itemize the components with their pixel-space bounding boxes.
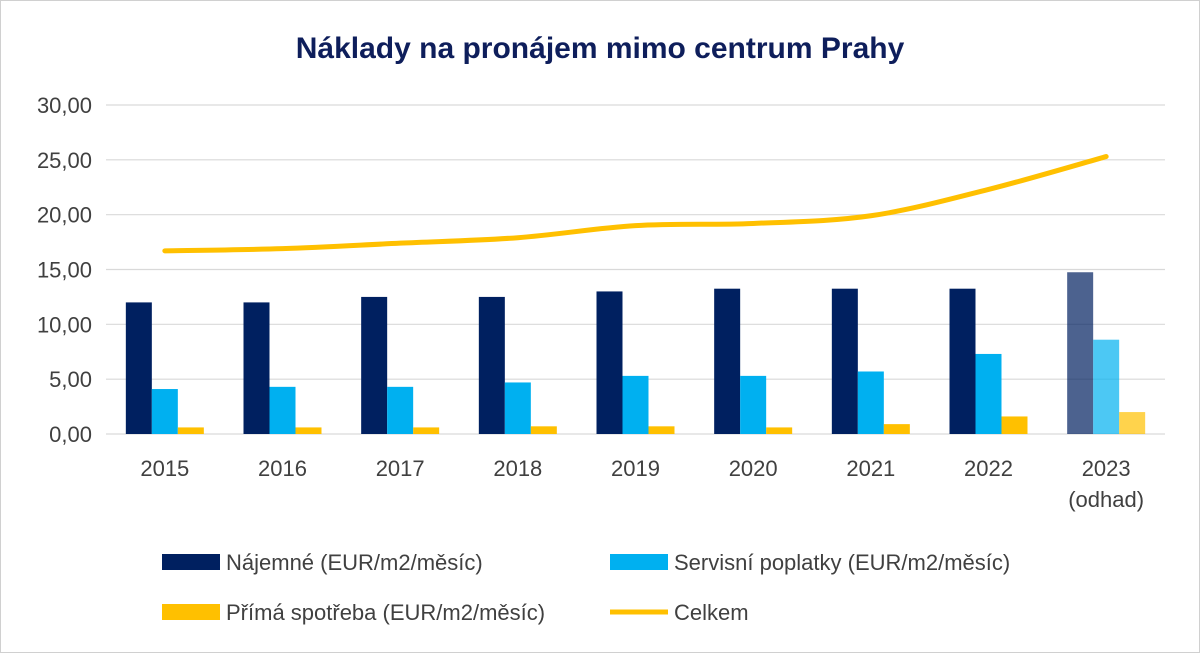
bar xyxy=(125,302,152,434)
x-tick-label: (odhad) xyxy=(1068,487,1144,512)
bar xyxy=(831,288,858,434)
bar xyxy=(413,427,440,434)
y-tick-label: 15,00 xyxy=(37,258,92,283)
y-tick-label: 10,00 xyxy=(37,312,92,337)
legend-swatch xyxy=(610,554,668,570)
bar xyxy=(622,375,649,434)
bar xyxy=(714,288,741,434)
x-tick-label: 2017 xyxy=(376,456,425,481)
bar xyxy=(975,353,1002,434)
x-tick-label: 2020 xyxy=(729,456,778,481)
legend-label: Celkem xyxy=(674,600,749,625)
bar xyxy=(883,424,910,434)
legend: Nájemné (EUR/m2/měsíc) Servisní poplatky … xyxy=(162,550,1010,625)
bar xyxy=(596,291,623,434)
legend-label: Nájemné (EUR/m2/měsíc) xyxy=(226,550,483,575)
x-tick-label: 2018 xyxy=(493,456,542,481)
bar xyxy=(766,427,793,434)
x-tick-label: 2021 xyxy=(846,456,895,481)
legend-swatch xyxy=(162,604,220,620)
bar xyxy=(295,427,322,434)
y-tick-label: 25,00 xyxy=(37,148,92,173)
y-tick-label: 20,00 xyxy=(37,203,92,228)
chart-title: Náklady na pronájem mimo centrum Prahy xyxy=(296,32,905,65)
total-line xyxy=(162,154,1109,254)
bar xyxy=(1093,339,1120,434)
bar xyxy=(949,288,976,434)
bar xyxy=(648,426,675,434)
bar xyxy=(387,386,414,434)
y-axis-ticks: 0,00 5,00 10,00 15,00 20,00 25,00 30,00 xyxy=(37,93,92,447)
bar xyxy=(361,296,388,434)
legend-swatch xyxy=(162,554,220,570)
y-tick-label: 30,00 xyxy=(37,93,92,118)
bar xyxy=(1067,272,1094,434)
bar xyxy=(530,426,557,434)
x-tick-label: 2015 xyxy=(140,456,189,481)
legend-label: Servisní poplatky (EUR/m2/měsíc) xyxy=(674,550,1010,575)
x-tick-label: 2022 xyxy=(964,456,1013,481)
bar xyxy=(177,427,204,434)
bar xyxy=(1119,412,1146,434)
bar xyxy=(504,382,531,434)
legend-label: Přímá spotřeba (EUR/m2/měsíc) xyxy=(226,600,545,625)
bar xyxy=(1001,416,1028,434)
x-tick-label: 2019 xyxy=(611,456,660,481)
bar xyxy=(243,302,270,434)
bar xyxy=(151,389,178,434)
bar xyxy=(478,296,505,434)
total-line-path xyxy=(162,154,1109,254)
x-tick-label: 2016 xyxy=(258,456,307,481)
bars xyxy=(125,272,1146,434)
bar xyxy=(740,375,767,434)
y-tick-label: 0,00 xyxy=(49,422,92,447)
y-tick-label: 5,00 xyxy=(49,367,92,392)
x-tick-label: 2023 xyxy=(1082,456,1131,481)
x-axis-ticks: 2015 2016 2017 2018 2019 2020 2021 2022 2023 (odh… xyxy=(140,456,1144,512)
bar xyxy=(857,371,884,434)
bar xyxy=(269,386,296,434)
